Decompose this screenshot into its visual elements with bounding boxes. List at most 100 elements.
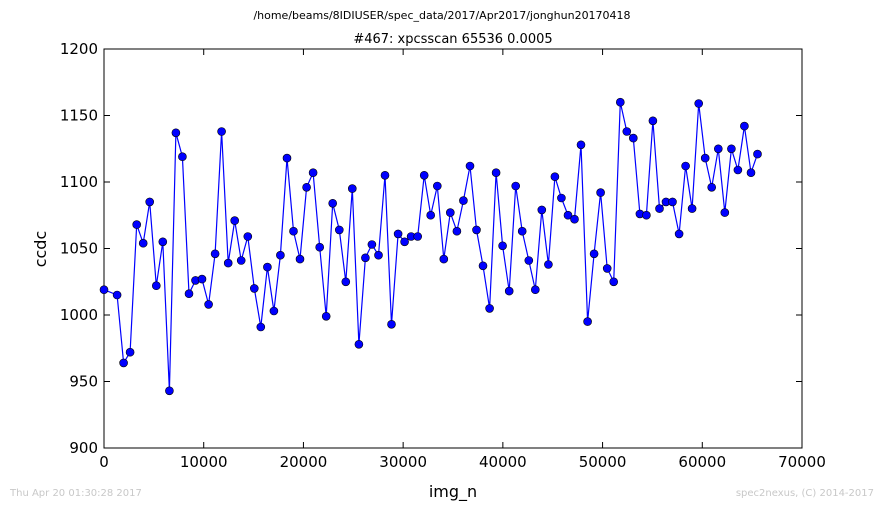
- data-point: [727, 144, 736, 154]
- y-tick-label: 1000: [60, 306, 98, 324]
- data-point: [713, 144, 723, 154]
- data-point: [694, 99, 704, 108]
- data-point: [615, 97, 625, 107]
- x-tick-label: 50000: [579, 453, 627, 471]
- data-point: [439, 254, 449, 264]
- data-point: [445, 208, 455, 217]
- data-point: [361, 253, 370, 263]
- chart-title: #467: xpcsscan 65536 0.0005: [353, 32, 552, 47]
- data-point: [315, 242, 325, 252]
- data-point: [576, 140, 586, 150]
- data-point: [197, 274, 207, 284]
- chart-suptitle: /home/beams/8IDIUSER/spec_data/2017/Apr2…: [253, 9, 630, 22]
- data-point: [138, 238, 148, 248]
- data-point: [609, 277, 619, 287]
- data-point: [132, 220, 141, 229]
- data-point: [210, 249, 220, 259]
- data-point: [165, 386, 174, 396]
- data-point: [753, 149, 762, 159]
- data-point: [465, 161, 475, 171]
- data-point: [295, 254, 305, 264]
- data-point: [544, 260, 553, 269]
- data-point: [302, 183, 311, 192]
- data-point: [687, 204, 697, 213]
- data-point: [563, 210, 573, 220]
- x-axis-label: img_n: [429, 482, 477, 502]
- x-tick-label: 10000: [180, 453, 228, 471]
- data-point: [276, 250, 285, 260]
- data-point: [498, 241, 507, 251]
- data-point: [119, 358, 128, 368]
- data-point: [125, 347, 135, 357]
- data-point: [328, 199, 338, 208]
- x-tick-label: 60000: [678, 453, 726, 471]
- data-point: [230, 216, 239, 225]
- data-point: [746, 168, 756, 177]
- data-point: [733, 165, 743, 175]
- data-point: [217, 127, 226, 136]
- data-point: [223, 258, 233, 268]
- data-point: [178, 152, 187, 161]
- data-point: [504, 286, 514, 296]
- data-point: [367, 240, 377, 249]
- x-tick-label: 20000: [280, 453, 328, 471]
- data-point: [112, 290, 122, 300]
- data-point: [570, 214, 579, 224]
- data-point: [583, 317, 592, 326]
- data-point: [413, 232, 423, 241]
- data-point: [347, 184, 357, 193]
- data-point: [354, 339, 364, 349]
- data-point: [668, 197, 677, 207]
- data-point: [478, 261, 488, 271]
- data-point: [243, 232, 253, 241]
- data-point: [452, 226, 462, 236]
- data-point: [602, 264, 612, 273]
- data-point: [263, 262, 272, 272]
- data-point: [152, 281, 161, 291]
- data-point: [700, 153, 710, 163]
- data-point: [642, 210, 651, 220]
- data-point: [400, 237, 409, 247]
- x-tick-label: 30000: [379, 453, 427, 471]
- data-point: [720, 208, 730, 217]
- data-point: [550, 172, 560, 181]
- data-point: [393, 229, 403, 239]
- data-point: [511, 181, 521, 191]
- data-point: [485, 304, 494, 313]
- data-point: [282, 153, 292, 163]
- data-point: [524, 256, 534, 265]
- data-point: [459, 196, 468, 205]
- data-point: [596, 188, 605, 197]
- data-point: [99, 285, 109, 295]
- series-line: [103, 102, 759, 391]
- data-point: [472, 225, 481, 235]
- footer-credit: spec2nexus, (C) 2014-2017: [735, 488, 874, 499]
- data-point: [426, 210, 436, 220]
- x-tick-label: 0: [99, 453, 109, 471]
- data-point: [380, 171, 390, 180]
- data-point: [387, 319, 396, 329]
- y-tick-label: 1100: [60, 173, 98, 191]
- data-point: [236, 256, 246, 265]
- y-tick-label: 1200: [60, 40, 98, 58]
- data-point: [530, 285, 540, 295]
- data-point: [145, 197, 154, 207]
- data-point: [184, 289, 194, 299]
- data-point: [158, 237, 168, 247]
- data-point: [432, 181, 442, 191]
- data-point: [674, 229, 684, 239]
- data-point: [622, 127, 632, 136]
- data-point: [289, 226, 298, 236]
- data-point: [517, 226, 527, 236]
- data-point: [655, 204, 664, 213]
- data-point: [321, 311, 331, 321]
- data-point: [648, 116, 658, 126]
- x-tick-label: 40000: [479, 453, 527, 471]
- data-point: [334, 225, 344, 235]
- y-tick-label: 1150: [60, 107, 98, 125]
- data-point: [628, 133, 638, 143]
- plot-area: [103, 48, 803, 449]
- y-tick-label: 950: [69, 373, 98, 391]
- data-point: [204, 300, 213, 309]
